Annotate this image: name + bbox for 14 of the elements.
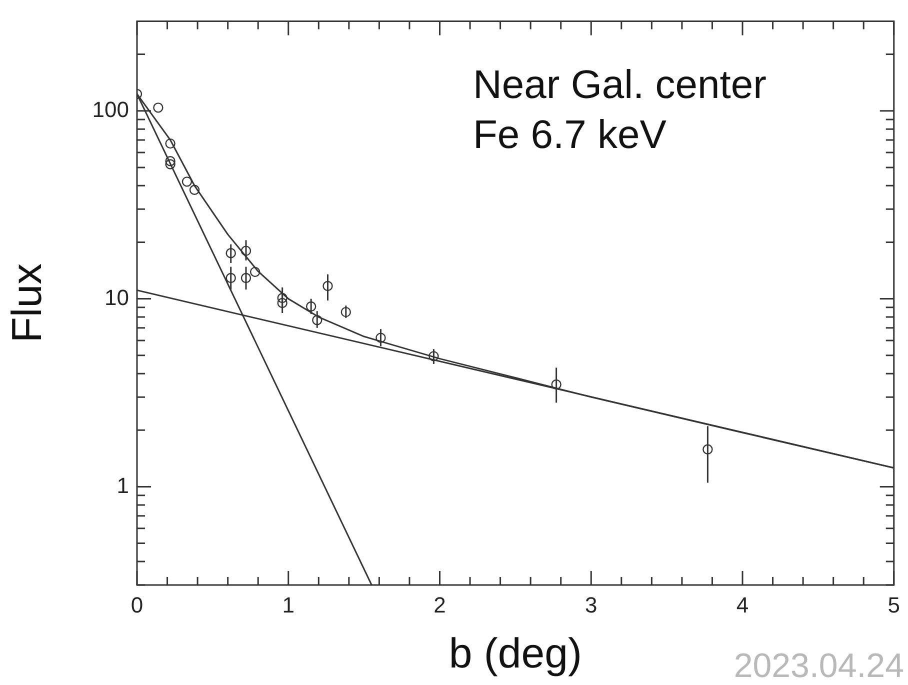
y-tick-label: 10 [104, 284, 129, 310]
x-axis-title: b (deg) [448, 629, 582, 676]
annotation: Fe 6.7 keV [473, 113, 667, 158]
annotation: Near Gal. center [473, 63, 766, 108]
x-tick-label: 1 [282, 592, 294, 618]
x-tick-label: 4 [736, 592, 749, 618]
y-tick-label: 100 [92, 96, 129, 122]
x-tick-label: 0 [130, 592, 144, 618]
x-tick-label: 3 [585, 592, 598, 618]
text: 2023.04.24 [734, 647, 904, 685]
x-tick-label: 5 [888, 592, 900, 618]
y-tick-label: 1 [116, 472, 129, 498]
x-tick-label: 2 [434, 592, 446, 618]
y-axis-title: Flux [2, 263, 50, 343]
